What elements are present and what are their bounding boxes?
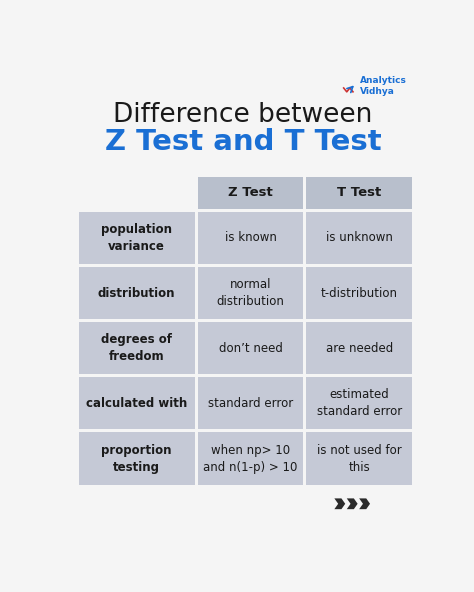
Bar	[198, 212, 303, 264]
Text: normal
distribution: normal distribution	[217, 278, 284, 308]
Bar	[79, 267, 195, 319]
Text: standard error: standard error	[208, 397, 293, 410]
Text: Z Test: Z Test	[228, 186, 273, 199]
Bar	[307, 212, 412, 264]
Bar	[79, 433, 195, 484]
Bar	[307, 176, 412, 209]
Text: t-distribution: t-distribution	[321, 287, 398, 300]
Bar	[198, 433, 303, 484]
Text: don’t need: don’t need	[219, 342, 283, 355]
Bar	[307, 377, 412, 429]
Text: degrees of
freedom: degrees of freedom	[101, 333, 172, 363]
Bar	[198, 176, 303, 209]
Text: are needed: are needed	[326, 342, 393, 355]
Bar	[79, 377, 195, 429]
Text: when np> 10
and n(1-p) > 10: when np> 10 and n(1-p) > 10	[203, 443, 298, 474]
Bar	[79, 322, 195, 374]
Text: is known: is known	[225, 231, 277, 244]
Bar	[307, 322, 412, 374]
Text: distribution: distribution	[98, 287, 175, 300]
Text: proportion
testing: proportion testing	[101, 443, 172, 474]
Bar	[198, 322, 303, 374]
Bar	[307, 267, 412, 319]
Polygon shape	[347, 498, 357, 509]
Bar	[198, 377, 303, 429]
Text: estimated
standard error: estimated standard error	[317, 388, 402, 419]
Text: Analytics
Vidhya: Analytics Vidhya	[360, 76, 407, 96]
Text: Difference between: Difference between	[113, 102, 373, 128]
Text: calculated with: calculated with	[86, 397, 187, 410]
Bar	[307, 433, 412, 484]
Bar	[79, 212, 195, 264]
Polygon shape	[334, 498, 345, 509]
Text: is not used for
this: is not used for this	[317, 443, 401, 474]
Text: population
variance: population variance	[101, 223, 172, 253]
Text: Z Test and T Test: Z Test and T Test	[105, 128, 381, 156]
Text: T Test: T Test	[337, 186, 381, 199]
Polygon shape	[359, 498, 370, 509]
Bar	[198, 267, 303, 319]
Text: is unknown: is unknown	[326, 231, 392, 244]
